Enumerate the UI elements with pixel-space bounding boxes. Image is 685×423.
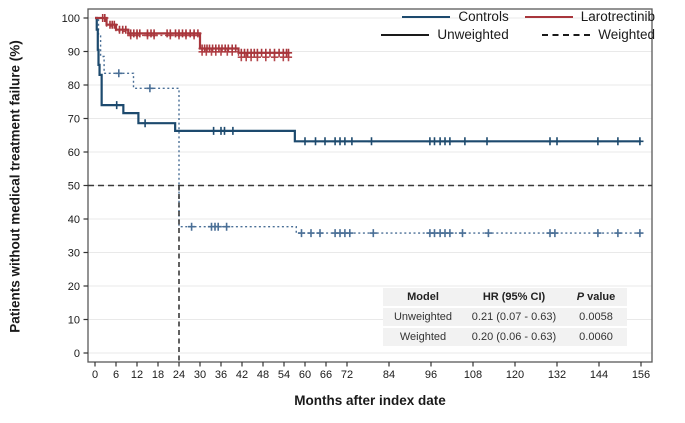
legend-item-larotrectinib: Larotrectinib [524,9,655,24]
stats-table-header-row: Model HR (95% CI) P value [383,288,627,308]
stats-unweighted-hr: 0.21 (0.07 - 0.63) [471,311,557,323]
y-axis-title: Patients without medical treatment failu… [7,40,23,333]
stats-unweighted-p: 0.0058 [579,311,613,323]
x-tick-label-24: 24 [173,369,185,381]
censor-marks-controls-weighted [115,69,644,238]
x-tick-label-12: 12 [131,369,143,381]
x-tick-label-18: 18 [152,369,164,381]
stats-weighted-hr: 0.20 (0.06 - 0.63) [471,331,557,343]
x-tick-label-66: 66 [320,369,332,381]
x-tick-label-96: 96 [425,369,437,381]
x-tick-label-108: 108 [464,369,482,381]
y-tick-label-0: 0 [74,348,80,360]
legend-item-controls: Controls [381,9,509,24]
x-tick-label-6: 6 [113,369,119,381]
censor-marks-larotrectinib-unweighted [99,14,293,57]
y-tick-label-10: 10 [68,315,80,327]
stats-header-p-value: P value [576,291,616,303]
y-tick-label-20: 20 [68,281,80,293]
legend-label-controls: Controls [458,9,509,24]
stats-row-weighted: Weighted 0.20 (0.06 - 0.63) 0.0060 [383,328,627,346]
y-tick-label-50: 50 [68,181,80,193]
stats-header-model: Model [407,291,439,303]
legend-item-unweighted: Unweighted [381,27,509,42]
stats-row-unweighted: Unweighted 0.21 (0.07 - 0.63) 0.0058 [383,308,627,328]
km-curve-controls-unweighted [95,16,641,143]
x-tick-label-60: 60 [299,369,311,381]
stats-unweighted-model: Unweighted [393,311,453,323]
x-tick-label-132: 132 [548,369,566,381]
y-tick-label-30: 30 [68,248,80,260]
legend: Controls Larotrectinib Unweighted Weight… [381,9,655,42]
km-curve-controls-weighted [95,17,641,234]
x-tick-label-72: 72 [341,369,353,381]
legend-label-unweighted: Unweighted [437,27,509,42]
x-tick-label-42: 42 [236,369,248,381]
x-tick-label-36: 36 [215,369,227,381]
unweighted-line-sample-icon [381,33,430,36]
controls-line-sample-icon [402,15,451,18]
x-tick-label-30: 30 [194,369,206,381]
x-tick-label-48: 48 [257,369,269,381]
legend-item-weighted: Weighted [525,27,655,42]
stats-weighted-p: 0.0060 [579,331,613,343]
stats-header-hr-ci: HR (95% CI) [482,291,546,303]
y-tick-label-80: 80 [68,80,80,92]
x-tick-label-144: 144 [590,369,608,381]
y-tick-label-100: 100 [62,13,80,25]
x-tick-label-0: 0 [92,369,98,381]
x-axis-title: Months after index date [294,393,446,408]
x-tick-label-84: 84 [383,369,395,381]
x-tick-label-54: 54 [278,369,290,381]
hr-stats-table: Model HR (95% CI) P value Unweighted 0.2… [383,288,627,346]
legend-label-weighted: Weighted [598,27,655,42]
y-tick-label-90: 90 [68,47,80,59]
stats-weighted-model: Weighted [399,331,447,343]
larotrectinib-line-sample-icon [524,15,573,18]
y-tick-label-70: 70 [68,114,80,126]
y-tick-label-40: 40 [68,214,80,226]
x-tick-label-120: 120 [506,369,524,381]
weighted-dashed-line-sample-icon [542,33,591,36]
censor-marks-controls-unweighted [113,101,644,146]
x-tick-label-156: 156 [632,369,650,381]
legend-label-larotrectinib: Larotrectinib [580,9,655,24]
y-tick-label-60: 60 [68,147,80,159]
